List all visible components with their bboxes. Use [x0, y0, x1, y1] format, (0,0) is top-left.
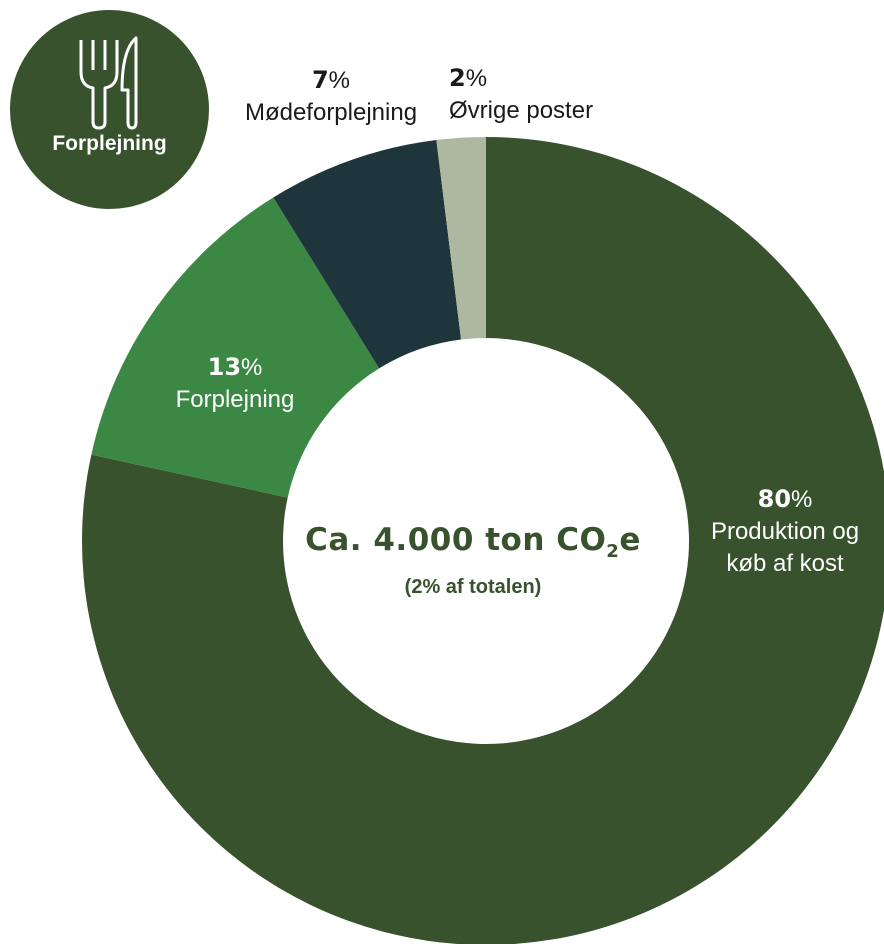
slice-number-oevrige: 2 — [449, 64, 466, 92]
total-share: (2% af totalen) — [404, 576, 542, 598]
slice-name-forplejning: Forplejning — [175, 386, 295, 413]
slice-value-oevrige: 2% — [449, 62, 619, 95]
total-emissions-subscript: 2 — [606, 541, 620, 562]
slice-label-forplejning: 13% Forplejning — [150, 351, 320, 416]
slice-name-produktion-line2: køb af kost — [726, 550, 844, 577]
badge-label: Forplejning — [52, 132, 167, 155]
slice-moede — [273, 140, 462, 369]
slice-number-forplejning: 13 — [207, 353, 242, 381]
slice-number-produktion: 80 — [757, 485, 792, 513]
slice-produktion — [82, 137, 884, 944]
slice-number-moede: 7 — [311, 66, 329, 94]
slice-unit-forplejning: % — [241, 354, 263, 381]
slice-unit-produktion: % — [791, 486, 813, 513]
slice-name-moede: Mødeforplejning — [244, 99, 418, 126]
slice-value-moede: 7% — [226, 64, 436, 97]
category-badge: Forplejning — [10, 10, 209, 209]
slice-value-forplejning: 13% — [150, 351, 320, 384]
total-emissions-main: Ca. 4.000 ton CO — [305, 522, 607, 558]
slice-name-oevrige: Øvrige poster — [449, 97, 594, 124]
fork-knife-icon — [79, 36, 138, 130]
slice-unit-moede: % — [328, 67, 351, 94]
slice-oevrige — [436, 137, 486, 340]
slice-label-produktion: 80% Produktion og køb af kost — [690, 483, 880, 580]
total-emissions: Ca. 4.000 ton CO2e — [283, 522, 663, 562]
slice-label-moede: 7% Mødeforplejning — [226, 64, 436, 129]
slice-name-produktion-line1: Produktion og — [710, 518, 860, 545]
slice-label-oevrige: 2% Øvrige poster — [449, 62, 619, 127]
slice-forplejning — [91, 197, 380, 498]
total-emissions-end: e — [619, 522, 641, 558]
slice-value-produktion: 80% — [690, 483, 880, 516]
slice-unit-oevrige: % — [465, 65, 488, 92]
